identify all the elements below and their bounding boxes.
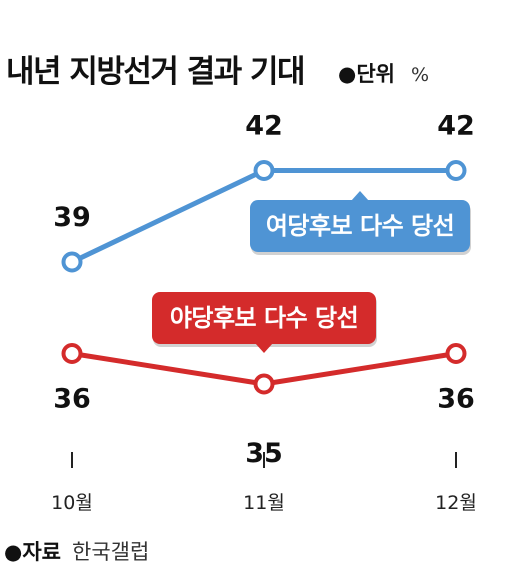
data-label: 42 — [245, 111, 283, 142]
data-label: 36 — [437, 384, 475, 415]
series-callout-1: 야당후보 다수 당선 — [152, 292, 377, 353]
unit-label: ●단위 — [338, 62, 395, 86]
chart-title: 내년 지방선거 결과 기대 — [6, 54, 304, 90]
data-point — [445, 160, 467, 181]
data-point — [253, 160, 275, 181]
source-value: 한국갤럽 — [72, 540, 149, 564]
source-label: ●자료 — [4, 540, 61, 564]
data-label: 35 — [245, 438, 283, 469]
data-label: 42 — [437, 111, 475, 142]
data-label: 36 — [53, 384, 91, 415]
data-point — [61, 343, 83, 364]
data-point — [61, 251, 83, 273]
series-name-label: 여당후보 다수 당선 — [266, 212, 454, 240]
data-label: 39 — [53, 202, 91, 233]
x-tick-label: 12월 — [435, 492, 477, 514]
data-point — [445, 343, 467, 364]
data-point — [253, 373, 275, 395]
series-name-label: 야당후보 다수 당선 — [170, 304, 358, 332]
series-callout-0: 여당후보 다수 당선 — [250, 191, 471, 255]
x-tick-label: 10월 — [51, 492, 93, 514]
unit-value: % — [411, 64, 429, 86]
x-tick-label: 11월 — [243, 492, 285, 514]
